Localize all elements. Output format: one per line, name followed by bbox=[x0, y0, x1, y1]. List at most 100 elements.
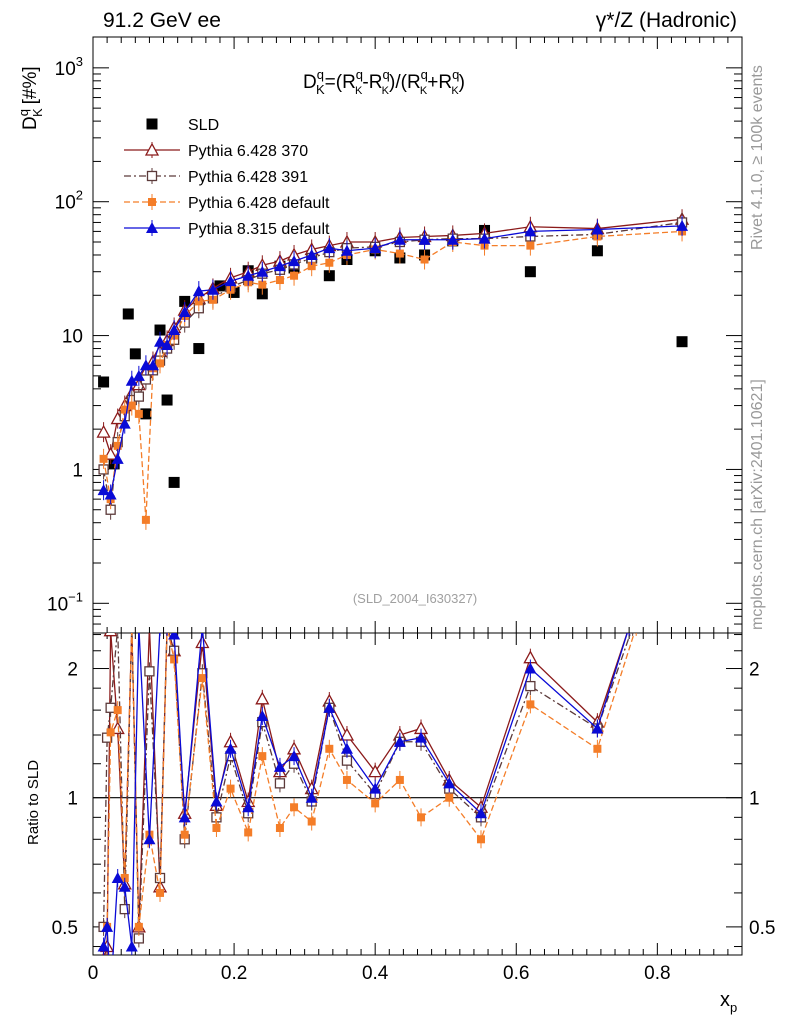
data-point bbox=[418, 233, 431, 245]
series-main-0 bbox=[98, 224, 688, 488]
series-ratio-2 bbox=[98, 633, 634, 948]
series-ratio-1 bbox=[100, 633, 630, 955]
mcplots-label: mcplots.cern.ch [arXiv:2401.10621] bbox=[749, 379, 766, 630]
legend-marker bbox=[146, 170, 158, 182]
data-point bbox=[275, 276, 284, 285]
ratio-point bbox=[417, 813, 426, 822]
legend: SLD Pythia 6.428 370 Pythia 6.428 391 Pythi… bbox=[124, 117, 330, 238]
ratio-point bbox=[325, 744, 334, 753]
ratio-point bbox=[256, 710, 269, 722]
ratio-point bbox=[195, 635, 210, 649]
ratio-point bbox=[371, 799, 380, 808]
ratio-point bbox=[290, 803, 299, 812]
data-point bbox=[478, 232, 491, 244]
ratio-point bbox=[255, 691, 270, 705]
ratio-point bbox=[111, 871, 124, 883]
ratio-point bbox=[161, 621, 173, 632]
ratio-line bbox=[102, 633, 628, 955]
data-point bbox=[526, 241, 535, 250]
ratio-point bbox=[170, 655, 179, 664]
legend-label: SLD bbox=[188, 117, 219, 134]
ratio-point bbox=[340, 742, 353, 754]
data-point bbox=[206, 283, 219, 295]
ratio-point bbox=[143, 833, 156, 845]
data-point bbox=[134, 409, 143, 418]
data-point bbox=[242, 269, 255, 281]
axes-layer: 0 0.2 0.4 0.6 0.8 10−1 1 10 102 103 0.5 1 2 0.5 1 2 bbox=[47, 37, 775, 984]
data-point bbox=[224, 275, 237, 287]
ratio-line bbox=[106, 633, 635, 927]
ratio-point bbox=[393, 735, 406, 747]
ratio-point bbox=[144, 666, 155, 677]
y-tick-label-ratio: 0.5 bbox=[52, 918, 78, 939]
series-ratio-4 bbox=[97, 621, 630, 998]
ratio-point bbox=[476, 835, 485, 844]
data-point bbox=[323, 270, 335, 282]
x-tick-label: 0.8 bbox=[644, 963, 670, 984]
data-point bbox=[256, 265, 269, 277]
data-point bbox=[307, 262, 316, 271]
ratio-point bbox=[128, 623, 136, 631]
data-point bbox=[129, 348, 141, 360]
data-point bbox=[591, 245, 603, 257]
ratio-panel-frame bbox=[92, 632, 743, 956]
series-main-2 bbox=[98, 212, 688, 520]
x-axis-label: xp bbox=[720, 989, 737, 1015]
ratio-point bbox=[178, 811, 191, 823]
data-point bbox=[161, 339, 174, 351]
process-label: γ*/Z (Hadronic) bbox=[596, 9, 737, 32]
ratio-point bbox=[103, 633, 118, 637]
ratio-ylabel: Ratio to SLD bbox=[25, 760, 42, 845]
ratio-point bbox=[105, 987, 117, 998]
data-point bbox=[369, 242, 382, 254]
legend-marker bbox=[148, 198, 156, 206]
ratio-point bbox=[369, 782, 382, 794]
x-tick-label: 0.2 bbox=[221, 963, 247, 984]
data-point bbox=[103, 446, 118, 460]
y-tick-label-main: 103 bbox=[55, 54, 83, 80]
formula-title: Dq K=(Rq K-Rq K)/(Rq K+Rq K) bbox=[303, 67, 465, 97]
y-tick-label-ratio-right: 0.5 bbox=[749, 918, 775, 939]
data-point bbox=[193, 343, 205, 355]
series-line bbox=[102, 221, 683, 510]
data-point bbox=[113, 441, 122, 450]
analysis-watermark: (SLD_2004_I630327) bbox=[353, 591, 477, 606]
data-point bbox=[273, 260, 286, 272]
ratio-point bbox=[288, 750, 301, 762]
series-ratio-3 bbox=[103, 623, 637, 936]
ratio-point bbox=[274, 778, 286, 789]
data-point bbox=[96, 424, 111, 438]
y-tick-label-ratio: 1 bbox=[67, 789, 78, 810]
ratio-point bbox=[180, 830, 189, 839]
data-point bbox=[141, 515, 150, 524]
ratio-point bbox=[593, 744, 602, 753]
data-point bbox=[208, 295, 217, 304]
data-point bbox=[156, 359, 165, 368]
data-point bbox=[676, 219, 689, 231]
ratio-point bbox=[118, 880, 131, 892]
data-point bbox=[524, 266, 536, 278]
ratio-point bbox=[156, 888, 165, 897]
data-point bbox=[154, 324, 166, 336]
ratio-point bbox=[368, 764, 383, 778]
y-tick-label-main: 10−1 bbox=[47, 589, 83, 615]
ratio-point bbox=[198, 674, 207, 683]
data-point bbox=[125, 374, 138, 386]
ratio-point bbox=[210, 795, 223, 807]
data-point bbox=[194, 297, 203, 306]
ratio-point bbox=[154, 621, 166, 632]
series-line bbox=[102, 230, 683, 520]
ratio-point bbox=[134, 922, 143, 931]
ratio-point bbox=[113, 706, 122, 715]
ratio-point bbox=[525, 680, 536, 692]
ratio-point bbox=[133, 621, 145, 632]
ratio-point bbox=[242, 801, 255, 813]
data-point bbox=[290, 271, 299, 280]
ratio-point bbox=[212, 823, 221, 832]
data-point bbox=[108, 458, 120, 470]
legend-marker bbox=[146, 118, 158, 130]
data-point bbox=[98, 376, 110, 388]
y-tick-label-ratio-right: 2 bbox=[749, 660, 760, 681]
ratio-point bbox=[168, 633, 181, 640]
main-ylabel: DqK[#%] bbox=[16, 66, 45, 130]
